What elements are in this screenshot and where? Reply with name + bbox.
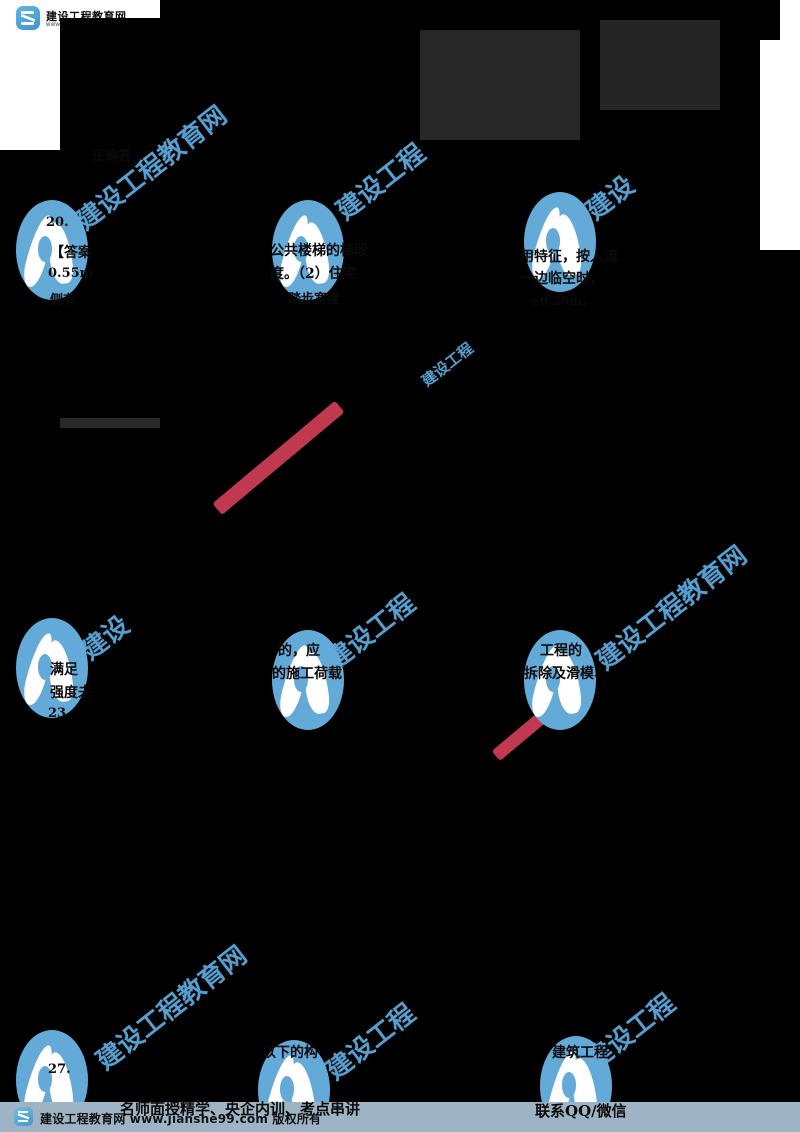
text-fragment: 工程的 [540,643,582,659]
text-fragment: 公共楼梯的梯段 [270,243,368,259]
text-fragment: 0.55m [48,266,94,281]
text-fragment: 以下的构 [262,1045,318,1061]
text-fragment: 的施工荷载 [272,666,342,682]
swoosh-circle-watermark [272,200,344,300]
swoosh-circle-watermark [16,618,88,718]
text-fragment: 20. [46,215,69,230]
text-fragment: 拆除及滑模、 [524,666,608,682]
z-swoosh-logo-icon [14,1107,33,1126]
text-fragment: ≥0.20m， [530,294,594,308]
text-fragment: 27. [48,1062,71,1077]
text-fragment: 23. [48,706,71,721]
text-fragment: 强度未 [50,685,92,701]
text-fragment: 满足 [50,662,78,678]
swoosh-circle-watermark [16,200,88,300]
swoosh-circle-watermark [524,630,596,730]
text-fragment: 度。（2）住宅 [270,266,357,282]
text-fragment: 【答案 [50,245,92,261]
text-fragment: 的，应 [278,643,320,659]
text-fragment: 踏步宽度 [288,292,341,307]
text-fragment: 正确答 [92,149,132,164]
z-swoosh-logo-icon [16,6,40,30]
footer-slogan: 名师面授精学、央企内训、考点串讲 [120,1100,361,1118]
swoosh-circle-watermark [524,192,596,292]
text-fragment: 一边临空时， [520,271,604,287]
footer-site-text: 建设工程教育网 www.jianshe99.com 版权所有 [40,1112,322,1126]
text-fragment: 侧有 [50,293,77,308]
text-fragment: 用特征，按人流 [520,249,618,265]
page-footer: 建设工程教育网 www.jianshe99.com 版权所有 名师面授精学、央企… [0,1100,800,1132]
swoosh-circle-watermark [272,630,344,730]
text-fragment: 建筑工程 [552,1045,608,1061]
footer-contact: 联系QQ/微信 [535,1102,627,1120]
